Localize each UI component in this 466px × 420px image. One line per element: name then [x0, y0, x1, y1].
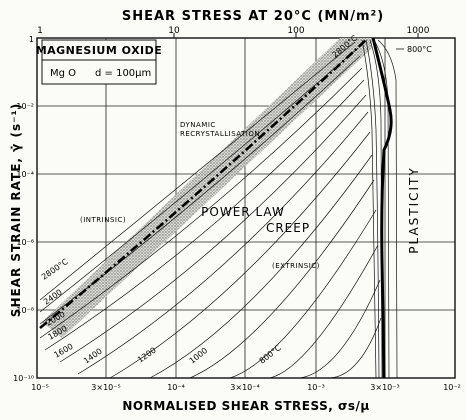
material-name: MAGNESIUM OXIDE	[36, 44, 163, 57]
grid-horizontal	[37, 105, 455, 311]
bottom-tick-3e-4: 3×10⁻⁴	[230, 383, 259, 392]
dynamic-label-2: RECRYSTALLISATION	[180, 130, 260, 138]
top-tick-marks	[173, 33, 419, 38]
plasticity-label: PLASTICITY	[407, 166, 421, 253]
top-axis-title: SHEAR STRESS AT 20°C (MN/m²)	[122, 9, 384, 24]
dynamic-recrystallisation-band	[42, 38, 372, 338]
temp-800-bottom: 800°C	[258, 343, 283, 366]
left-tick-1e-2: 10⁻²	[16, 102, 34, 111]
plot-frame	[36, 37, 456, 379]
left-axis-title: SHEAR STRAIN RATE, γ̇ (s⁻¹)	[9, 103, 23, 317]
bottom-tick-3e-5: 3×10⁻⁵	[91, 383, 120, 392]
temp-1200: 1200	[136, 346, 158, 365]
bottom-tick-1e-5: 10⁻⁵	[31, 383, 49, 392]
temp-2400: 2400	[42, 288, 64, 307]
intrinsic-extrinsic-boundary	[39, 39, 367, 329]
left-tick-1: 1	[29, 35, 34, 44]
left-tick-1e-8: 10⁻⁸	[16, 306, 34, 315]
temp-2800-left: 2800°C	[40, 257, 70, 282]
top-tick-10: 10	[168, 26, 180, 36]
legend-box	[41, 39, 157, 85]
grain-size: d = 100μm	[95, 68, 151, 79]
temp-1600: 1600	[53, 342, 75, 360]
left-tick-1e-6: 10⁻⁶	[16, 238, 34, 247]
left-tick-1e-4: 10⁻⁴	[16, 170, 34, 179]
top-tick-1: 1	[37, 26, 43, 36]
extrinsic-label: (EXTRINSIC)	[272, 262, 320, 270]
bottom-tick-1e-3: 10⁻³	[307, 383, 325, 392]
left-tick-1e-10: 10⁻¹⁰	[13, 374, 34, 383]
temp-1400: 1400	[82, 347, 104, 366]
top-tick-100: 100	[287, 26, 304, 36]
bottom-tick-3e-3: 3×10⁻³	[370, 383, 399, 392]
temp-1000: 1000	[188, 346, 210, 366]
bottom-tick-1e-2: 10⁻²	[443, 383, 461, 392]
plasticity-boundary	[371, 37, 393, 379]
top-tick-1000: 1000	[407, 26, 430, 36]
material-formula: Mg O	[50, 68, 76, 79]
bottom-axis-title: NORMALISED SHEAR STRESS, σs/μ	[122, 399, 369, 413]
dynamic-label-1: DYNAMIC	[180, 121, 216, 129]
bottom-tick-1e-4: 10⁻⁴	[167, 383, 185, 392]
temp-800-top: 800°C	[407, 45, 432, 54]
intrinsic-label: (INTRINSIC)	[80, 216, 126, 224]
power-law-label-1: POWER LAW	[201, 205, 285, 219]
power-law-label-2: CREEP	[266, 221, 310, 235]
